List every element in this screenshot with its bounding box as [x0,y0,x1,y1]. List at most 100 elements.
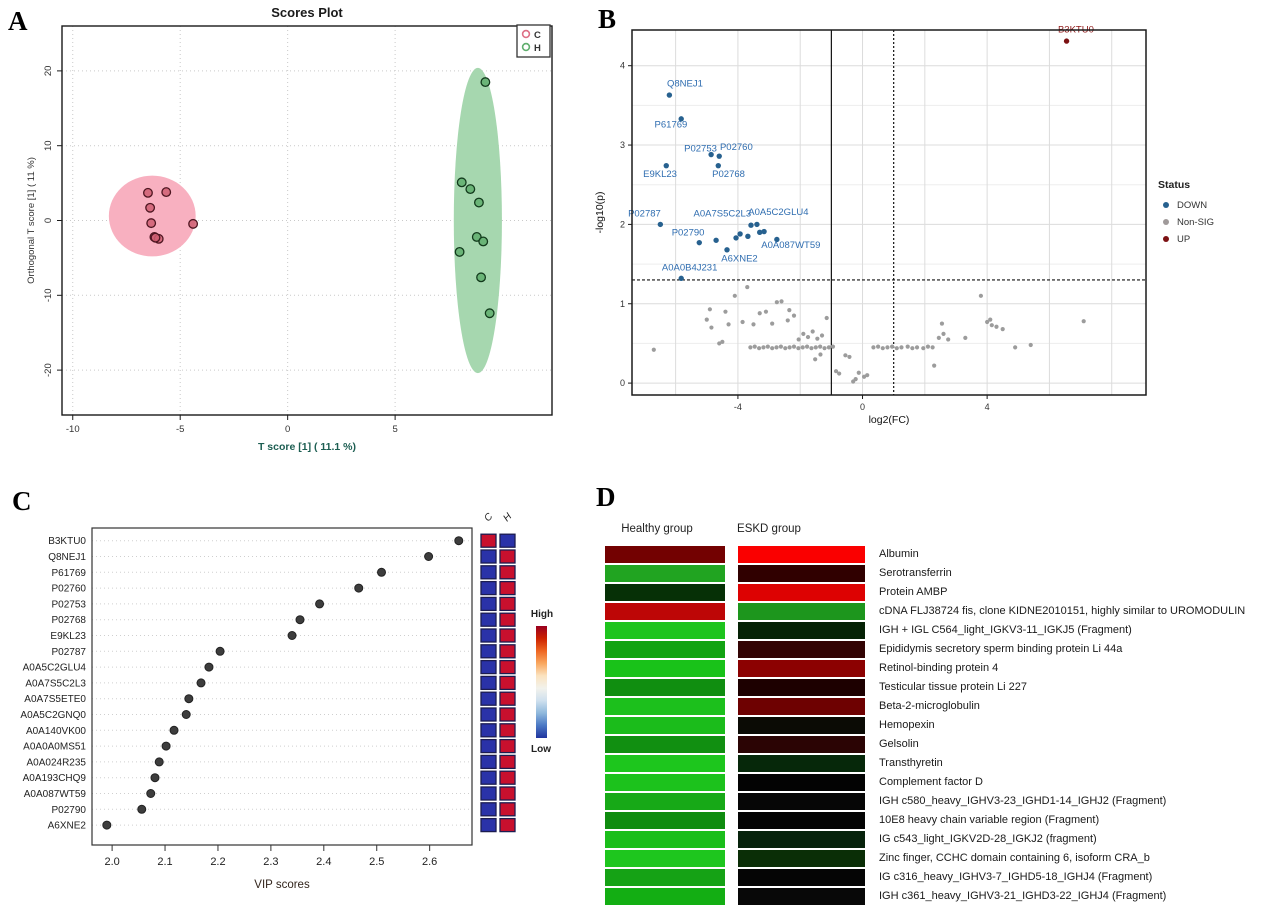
nonsig-point [830,344,836,349]
nonsig-point [930,345,935,350]
protein-label-P02768: P02768 [712,169,745,180]
heatmap-row-label: Testicular tissue protein Li 227 [879,681,1027,693]
down-point-A0A5C2GLU4 [754,221,760,228]
legend-marker-UP [1163,236,1169,242]
nonsig-point [885,345,890,350]
nonsig-point [763,309,769,314]
vip-point-P61769 [376,567,386,577]
group-cell-A6XNE2-H [499,817,516,833]
group-cell-P02787-H [499,644,516,659]
heatmap-cell-eskd [738,736,865,753]
nonsig-point [770,321,775,326]
nonsig-point [910,346,915,351]
nonsig-point [988,317,993,322]
heatmap-cell-eskd [738,755,865,772]
nonsig-point [818,344,823,349]
nonsig-point [787,307,792,313]
x-axis-label: log2(FC) [869,414,910,426]
nonsig-point [824,315,829,321]
x-tick-label: 2.5 [369,856,384,868]
nonsig-point [1028,342,1033,348]
x-tick-label: 2.2 [210,856,225,868]
down-point-A0A7S5C2L3 [748,222,754,228]
heatmap-cell-healthy [605,660,725,677]
nonsig-point [813,357,818,362]
nonsig-point [791,344,797,349]
nonsig-point [785,318,790,323]
protein-row-label: E9KL23 [50,631,86,642]
down-point-P61769 [678,116,684,122]
heatmap-row-label: Gelsolin [879,738,919,750]
sample-point-C [150,232,161,243]
down-point [761,228,767,235]
heatmap-cell-healthy [605,888,725,905]
down-point [733,235,739,241]
nonsig-point [783,346,788,351]
legend-label-DOWN: DOWN [1177,200,1207,211]
nonsig-point [651,347,656,352]
sample-point-H [473,197,484,208]
heatmap-cell-healthy [605,793,725,810]
y-axis-label: Orthogonal T score [1] ( 11 %) [26,157,37,284]
nonsig-point [833,369,839,374]
vip-point-B3KTU0 [454,536,464,546]
sample-point-H [465,184,476,195]
protein-row-label: P02768 [52,615,87,626]
down-point-E9KL23 [663,162,669,169]
x-tick-label: 0 [860,402,865,412]
protein-label-A0A0B4J231: A0A0B4J231 [662,262,717,273]
heatmap-row-label: IGH + IGL C564_light_IGKV3-11_IGKJ5 (Fra… [879,624,1132,636]
volcano-plot: Q8NEJ1 P61769 P02753 P02760 P02768 E9KL23 P027… [594,24,1214,426]
sample-point-C [146,218,157,229]
group-cell-A0A0A0MS51-H [499,738,516,754]
group-cell-A0A087WT59-C [480,786,497,801]
group-cell-P02753-C [480,596,497,612]
nonsig-point [709,325,714,330]
group-cell-A0A7S5C2L3-H [499,675,516,691]
x-axis-label: T score [1] ( 11.1 %) [258,441,356,453]
nonsig-point [837,371,842,376]
nonsig-point [853,377,858,382]
nonsig-point [774,300,779,305]
group-cell-A0A193CHQ9-H [499,770,516,785]
vip-point-P02787 [215,646,225,656]
vip-point-E9KL23 [287,631,297,640]
nonsig-point [804,344,810,349]
heatmap-row-label: Serotransferrin [879,567,952,579]
heatmap-cell-healthy [605,717,725,734]
heatmap-row-label: IGH c361_heavy_IGHV3-21_IGHD3-22_IGHJ4 (… [879,890,1167,902]
nonsig-point [778,344,784,349]
y-axis-label: -log10(p) [594,191,606,233]
nonsig-point [890,344,895,349]
y-tick-label: 3 [620,140,625,150]
legend-marker-C [521,29,531,39]
group-cell-Q8NEJ1-C [480,549,497,564]
down-point-P02753 [708,151,714,158]
heatmap-row-label: IG c543_light_IGKV2D-28_IGKJ2 (fragment) [879,833,1097,845]
nonsig-point [1013,345,1018,350]
nonsig-point [810,329,815,334]
sample-point-C [143,187,153,198]
group-cell-A0A087WT59-H [499,786,516,801]
heatmap-cell-healthy [605,850,725,867]
colorbar [536,626,547,738]
y-tick-label: 1 [620,299,625,309]
heatmap-cell-healthy [605,869,725,886]
down-point-A0A087WT59 [774,236,780,243]
group-cell-P02768-H [499,612,516,627]
heatmap-row-label: Beta-2-microglobulin [879,700,980,712]
up-point-B3KTU0 [1063,38,1070,44]
heatmap-cell-healthy [605,736,725,753]
sample-point-H [480,77,491,88]
nonsig-point [748,345,753,350]
protein-row-label: A0A087WT59 [24,789,87,800]
nonsig-point [856,370,861,375]
down-point-P02790 [696,239,702,246]
group-cell-A0A5C2GNQ0-C [480,707,497,722]
down-point [713,237,719,243]
panel-label-c: C [12,486,32,516]
protein-row-label: P02760 [52,584,87,595]
y-tick-label: -20 [43,363,54,377]
panel-label-d: D [596,482,616,512]
y-tick-label: -10 [43,288,54,302]
